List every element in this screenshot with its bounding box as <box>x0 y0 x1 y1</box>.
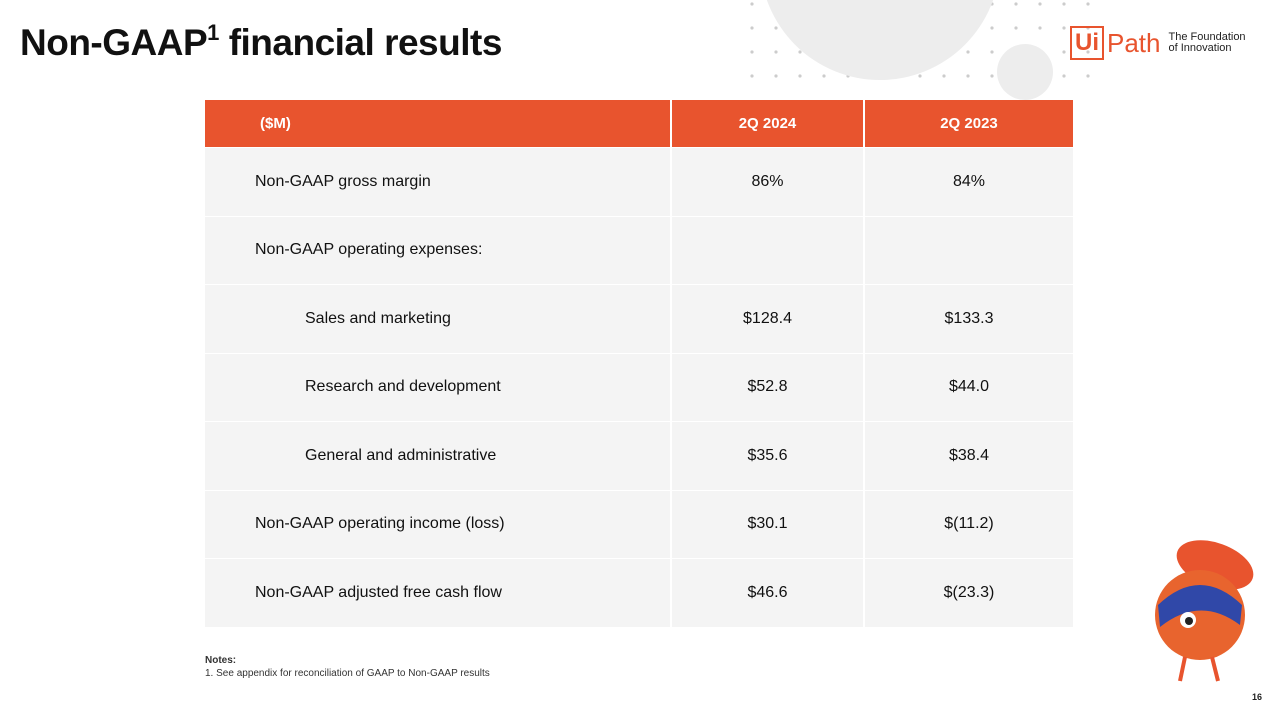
header-row: ($M) 2Q 2024 2Q 2023 <box>205 100 1073 148</box>
header-cell: 2Q 2023 <box>865 100 1073 147</box>
header-cell: ($M) <box>205 100 672 147</box>
value-cell: $52.8 <box>672 353 865 421</box>
value-cell: $35.6 <box>672 422 865 490</box>
value-cell: $(23.3) <box>865 559 1073 627</box>
slide-title: Non-GAAP1 financial results <box>20 20 502 63</box>
table-row: Sales and marketing $128.4 $133.3 <box>205 285 1073 354</box>
value-cell: $38.4 <box>865 422 1073 490</box>
logo: Ui Path The Foundation of Innovation <box>1070 26 1246 60</box>
decoration <box>736 0 1096 100</box>
table-row: Non-GAAP operating expenses: <box>205 216 1073 285</box>
value-cell: 86% <box>672 148 865 216</box>
value-cell: $(11.2) <box>865 490 1073 558</box>
value-cell: 84% <box>865 148 1073 216</box>
notes: Notes: 1. See appendix for reconciliatio… <box>205 655 490 679</box>
row-label: Research and development <box>205 353 672 421</box>
row-label: Non-GAAP gross margin <box>205 148 672 216</box>
table-row: Research and development $52.8 $44.0 <box>205 353 1073 422</box>
value-cell: $46.6 <box>672 559 865 627</box>
row-label: Sales and marketing <box>205 285 672 353</box>
table-row: General and administrative $35.6 $38.4 <box>205 422 1073 491</box>
value-cell: $44.0 <box>865 353 1073 421</box>
table-row: Non-GAAP operating income (loss) $30.1 $(1… <box>205 490 1073 559</box>
header-cell: 2Q 2024 <box>672 100 865 147</box>
mascot <box>1155 540 1254 682</box>
value-cell: $30.1 <box>672 490 865 558</box>
value-cell <box>865 216 1073 284</box>
row-label: Non-GAAP adjusted free cash flow <box>205 559 672 627</box>
value-cell: $133.3 <box>865 285 1073 353</box>
table: ($M) 2Q 2024 2Q 2023 Non-GAAP gross margin 8… <box>205 100 1073 628</box>
row-label: Non-GAAP operating income (loss) <box>205 490 672 558</box>
logo-text: Path <box>1107 27 1161 58</box>
table-row: Non-GAAP adjusted free cash flow $46.6 $(2… <box>205 559 1073 628</box>
logo-mark: Ui <box>1070 26 1104 60</box>
row-label: Non-GAAP operating expenses: <box>205 216 672 284</box>
row-label: General and administrative <box>205 422 672 490</box>
value-cell: $128.4 <box>672 285 865 353</box>
page-number: 16 <box>1251 692 1262 702</box>
tagline: The Foundation of Innovation <box>1168 31 1246 54</box>
table-row: Non-GAAP gross margin 86% 84% <box>205 148 1073 217</box>
value-cell <box>672 216 865 284</box>
